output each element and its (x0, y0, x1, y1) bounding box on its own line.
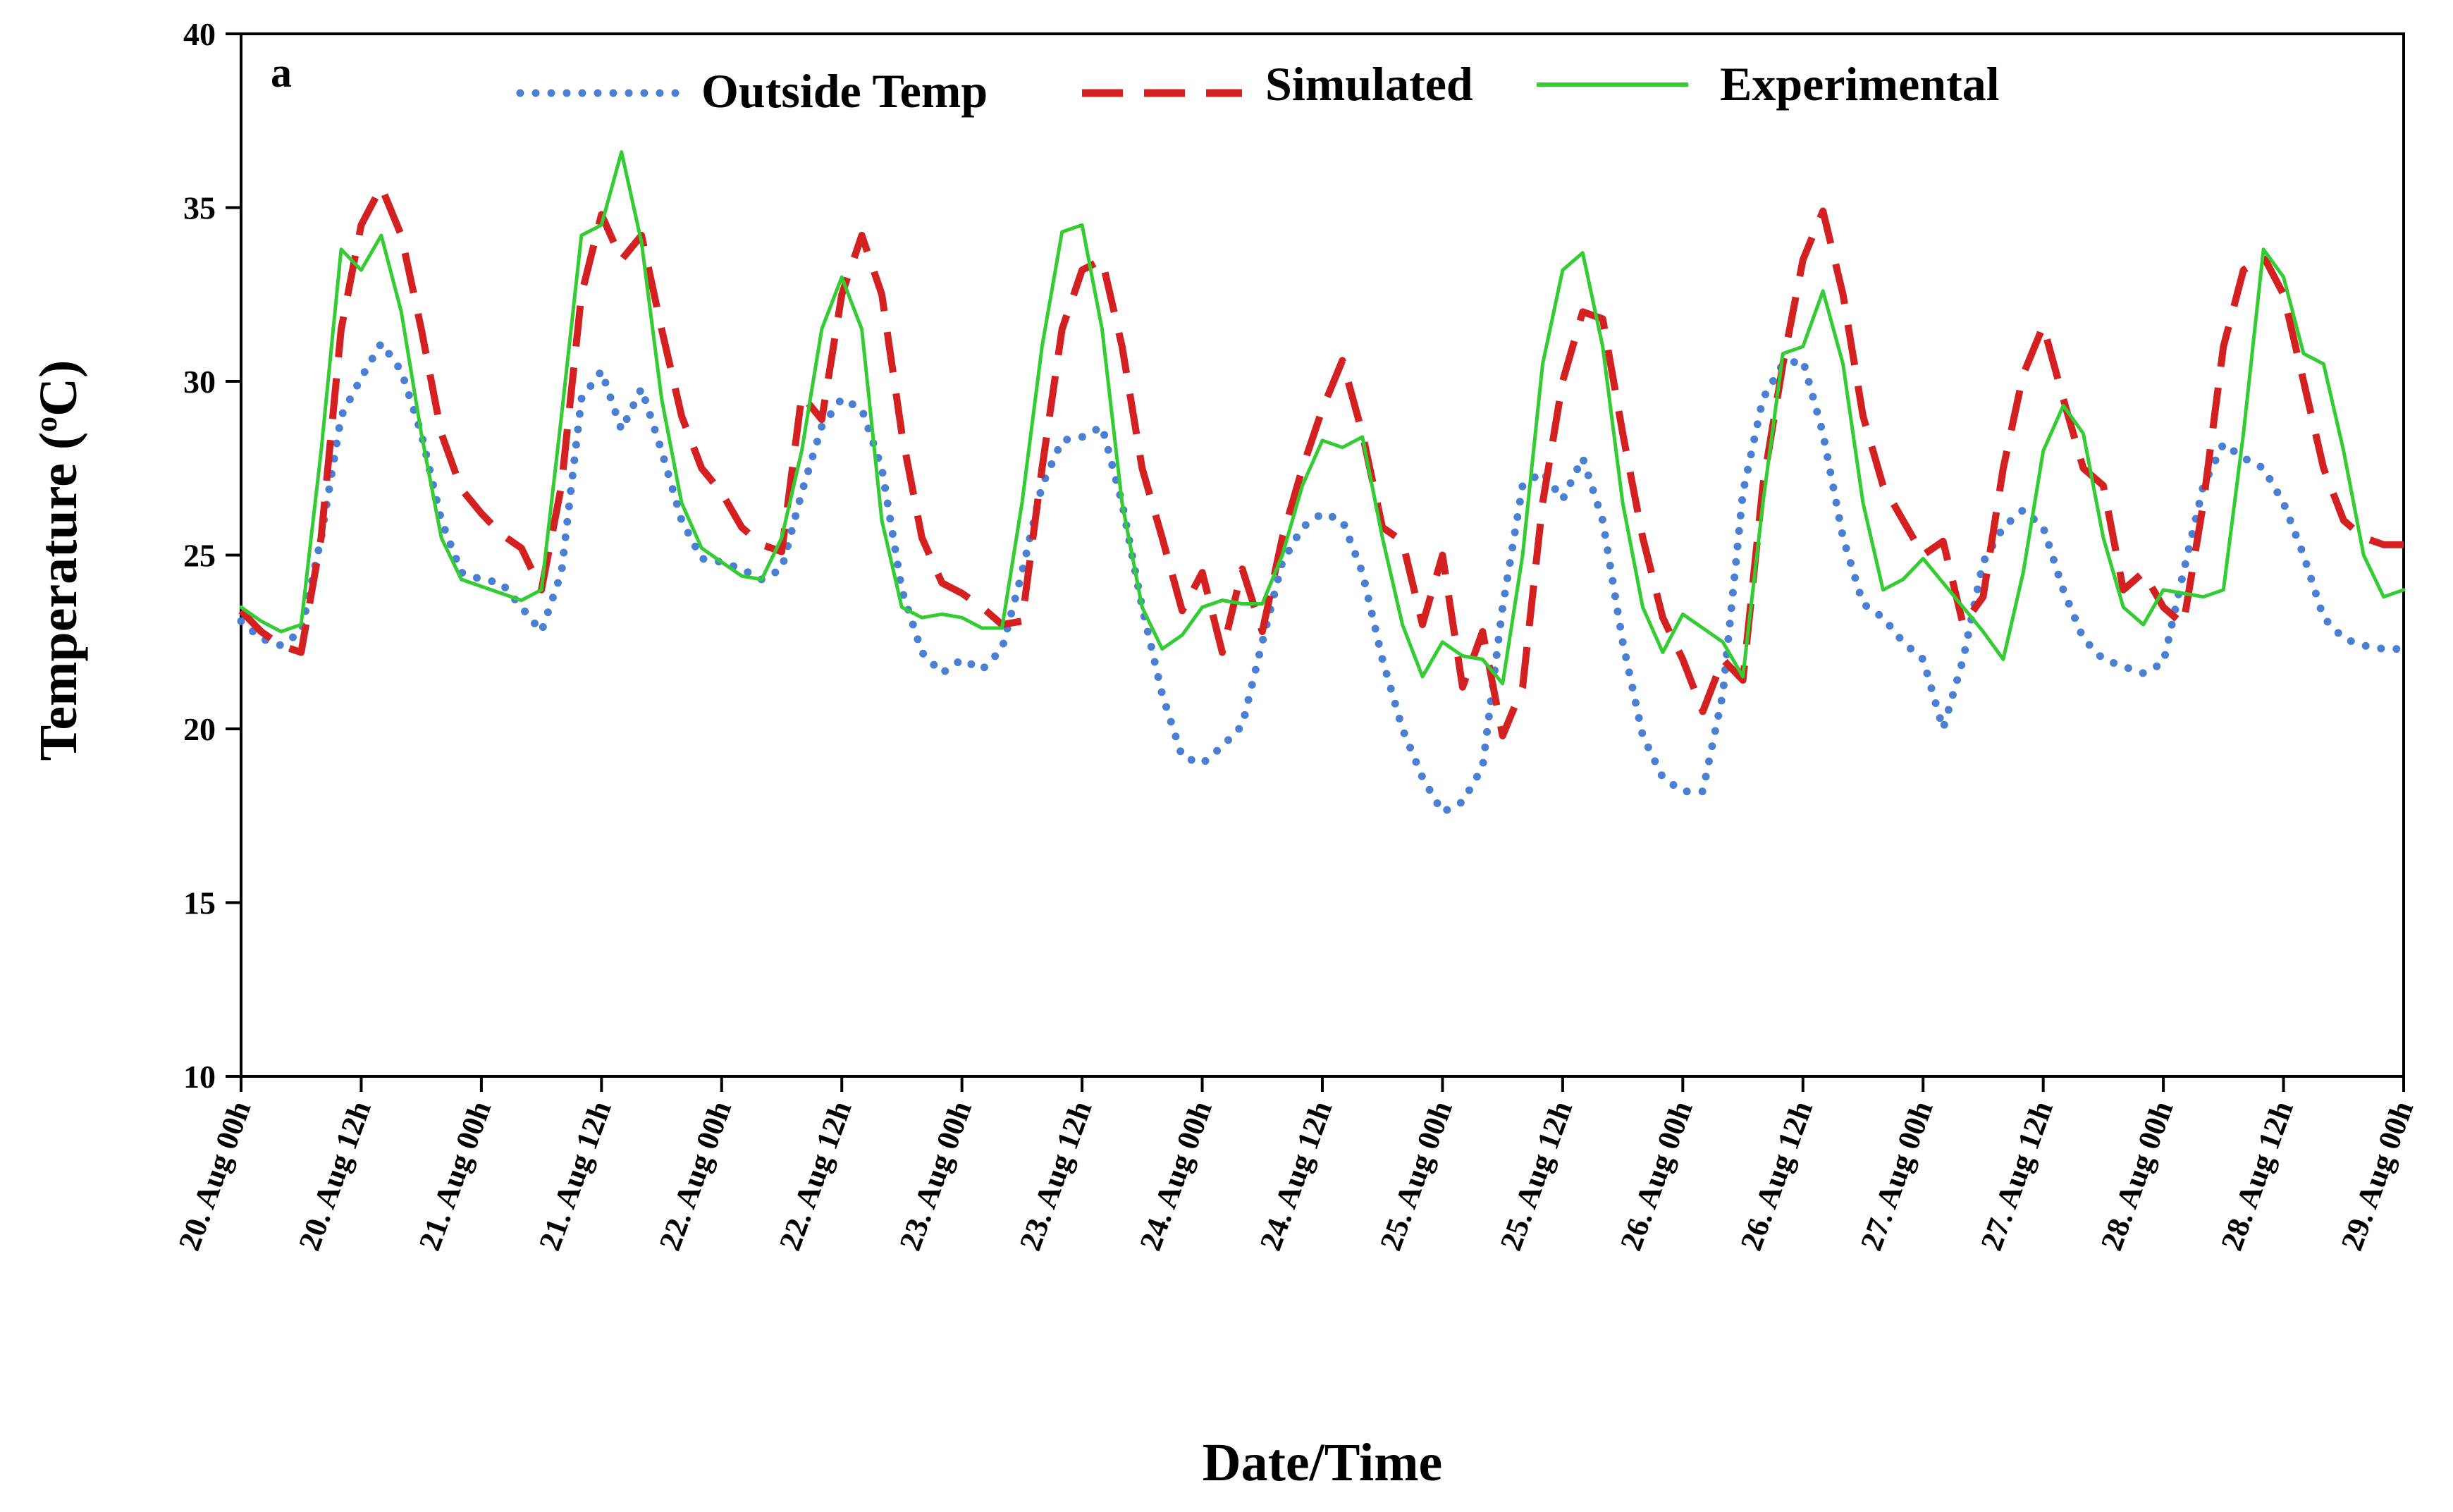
series-line-experimental (239, 150, 2406, 686)
y-tick-label: 15 (183, 885, 216, 921)
y-tick-label: 20 (183, 711, 216, 747)
legend-label-simulated: Simulated (1265, 57, 1473, 111)
y-tick-label: 35 (183, 190, 216, 226)
series-layer (237, 150, 2408, 816)
y-tick-label: 30 (183, 364, 216, 400)
legend-label-experimental: Experimental (1720, 57, 2000, 111)
y-axis-ticks: 10 15 20 25 30 35 40 (183, 16, 241, 1095)
y-tick-label: 40 (183, 16, 216, 52)
y-axis-title-unit: C) (29, 360, 88, 417)
x-axis-title: Date/Time (1203, 1433, 1443, 1492)
y-axis-title-superscript: o (29, 417, 63, 432)
y-tick-label: 25 (183, 538, 216, 574)
y-axis-title-text: Temperature ( (29, 432, 88, 761)
legend: Outside Temp Simulated Experimental (516, 57, 2000, 118)
series-line-simulated (238, 183, 2404, 739)
y-axis-title: Temperature (oC) (29, 360, 88, 761)
series-line-outside-temp (237, 339, 2408, 816)
y-tick-label: 10 (183, 1059, 216, 1095)
panel-label: a (271, 49, 292, 96)
legend-label-outside-temp: Outside Temp (701, 64, 988, 118)
